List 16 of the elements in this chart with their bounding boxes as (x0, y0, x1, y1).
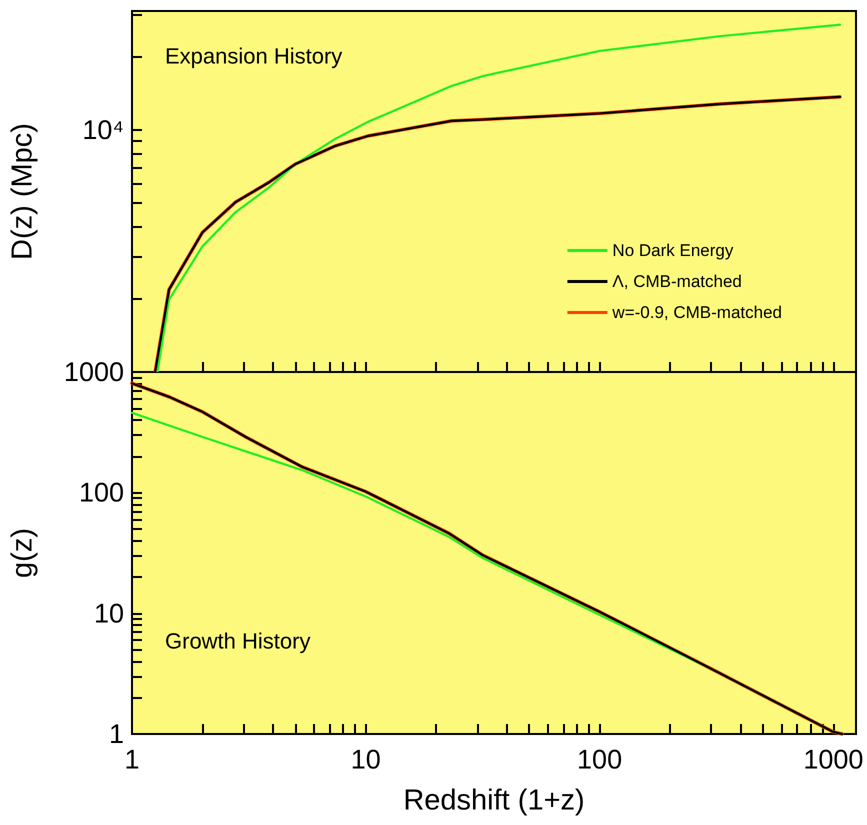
y-axis-title: D(z) (Mpc) (6, 123, 38, 260)
x-tick-label: 10 (350, 744, 381, 774)
y-axis-title: g(z) (6, 528, 38, 578)
y-tick-label: 1 (108, 719, 124, 749)
annotation: Expansion History (165, 44, 342, 68)
x-axis-title: Redshift (1+z) (403, 784, 585, 816)
y-tick-label: 100 (78, 478, 124, 508)
legend-label: Λ, CMB-matched (612, 272, 742, 291)
y-tick-label: 10⁴ (82, 114, 124, 145)
legend-label: No Dark Energy (612, 241, 734, 260)
annotation: Growth History (165, 628, 310, 654)
x-tick-label: 100 (577, 744, 622, 774)
y-tick-label: 1000 (64, 357, 124, 387)
legend-label: w=-0.9, CMB-matched (611, 303, 782, 322)
y-tick-label: 10 (94, 598, 124, 628)
x-tick-label: 1000 (803, 744, 864, 774)
